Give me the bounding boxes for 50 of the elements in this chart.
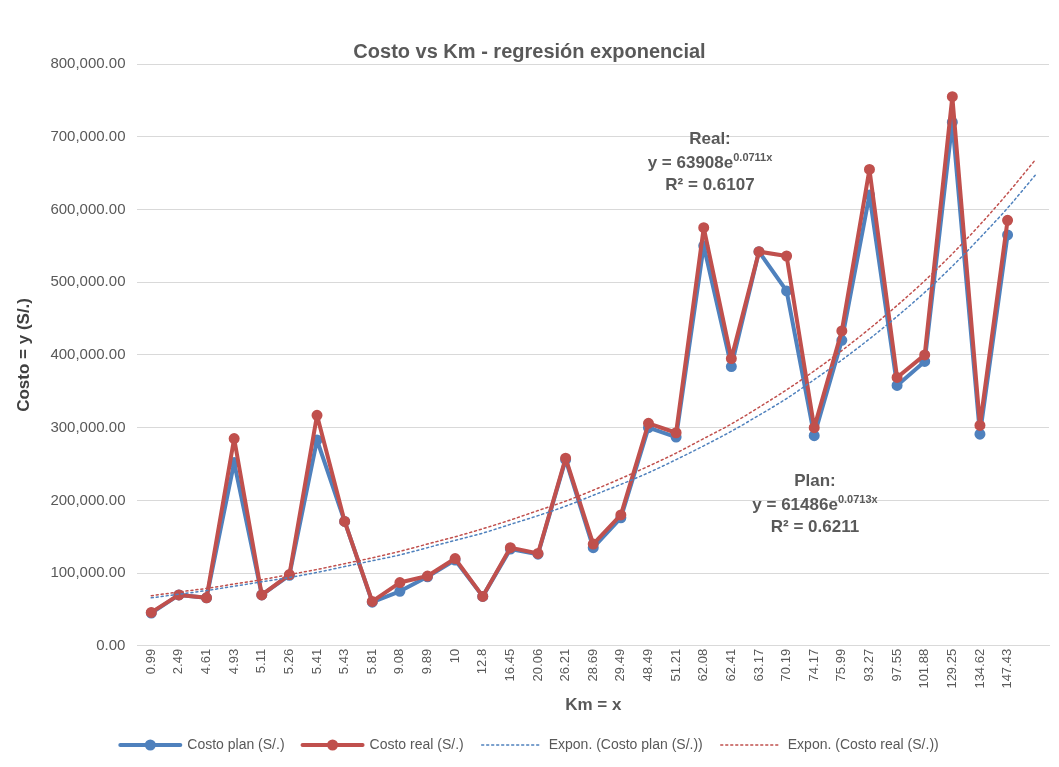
x-tick-label: 51.21 bbox=[667, 648, 683, 682]
y-tick-label: 0.00 bbox=[96, 635, 126, 653]
x-tick-label: 101.88 bbox=[916, 648, 932, 689]
y-tick-label: 800,000.00 bbox=[50, 54, 126, 72]
x-tick-label: 2.49 bbox=[170, 648, 186, 675]
x-tick-label: 134.62 bbox=[971, 648, 987, 689]
x-tick-label: 97.55 bbox=[888, 648, 904, 682]
chart-title: Costo vs Km - regresión exponencial bbox=[353, 39, 706, 62]
y-tick-label: 200,000.00 bbox=[50, 490, 126, 508]
legend-label: Costo plan (S/.) bbox=[187, 735, 285, 752]
x-tick-label: 16.45 bbox=[501, 648, 517, 682]
y-tick-label: 400,000.00 bbox=[50, 345, 126, 363]
x-axis-title: Km = x bbox=[565, 695, 622, 715]
x-tick-label: 5.11 bbox=[253, 648, 269, 674]
x-tick-label: 63.17 bbox=[750, 648, 766, 682]
annotation: Plan: y = 61486e$^{0.0713x}$ R² = 0.6211 bbox=[752, 470, 878, 538]
y-axis-title: Costo = y (S/.) bbox=[13, 298, 33, 412]
x-tick-label: 75.99 bbox=[833, 648, 849, 682]
x-tick-label: 93.27 bbox=[861, 648, 877, 682]
x-tick-label: 48.49 bbox=[640, 648, 656, 682]
x-tick-label: 5.26 bbox=[280, 648, 296, 675]
x-tick-label: 20.06 bbox=[529, 648, 545, 682]
x-tick-label: 10 bbox=[446, 648, 462, 664]
x-tick-label: 5.41 bbox=[308, 648, 324, 675]
x-tick-label: 12.8 bbox=[474, 648, 490, 675]
x-tick-label: 62.41 bbox=[722, 648, 738, 682]
x-tick-label: 5.81 bbox=[363, 648, 379, 675]
x-tick-label: 129.25 bbox=[943, 648, 959, 689]
y-tick-label: 700,000.00 bbox=[50, 126, 126, 144]
x-tick-label: 4.61 bbox=[198, 648, 214, 675]
x-tick-label: 70.19 bbox=[778, 648, 794, 682]
legend-label: Expon. (Costo plan (S/.)) bbox=[548, 735, 703, 752]
y-tick-label: 100,000.00 bbox=[50, 563, 126, 581]
y-tick-label: 500,000.00 bbox=[50, 272, 126, 290]
x-tick-label: 26.21 bbox=[557, 648, 573, 682]
x-tick-label: 9.89 bbox=[419, 648, 435, 675]
y-tick-label: 300,000.00 bbox=[50, 417, 126, 435]
x-tick-label: 29.49 bbox=[612, 648, 628, 682]
legend-label: Costo real (S/.) bbox=[369, 735, 464, 752]
x-tick-label: 0.99 bbox=[142, 648, 158, 675]
y-tick-label: 600,000.00 bbox=[50, 199, 126, 217]
x-tick-label: 28.69 bbox=[584, 648, 600, 682]
x-tick-label: 62.08 bbox=[695, 648, 711, 682]
x-tick-label: 5.43 bbox=[336, 648, 352, 675]
x-tick-label: 147.43 bbox=[999, 648, 1015, 689]
annotation: Real: y = 63908e$^{0.0711x}$ R² = 0.6107 bbox=[647, 128, 773, 196]
legend-label: Expon. (Costo real (S/.)) bbox=[787, 735, 939, 752]
x-tick-label: 74.17 bbox=[805, 648, 821, 682]
x-tick-label: 4.93 bbox=[225, 648, 241, 675]
x-tick-label: 9.08 bbox=[391, 648, 407, 675]
